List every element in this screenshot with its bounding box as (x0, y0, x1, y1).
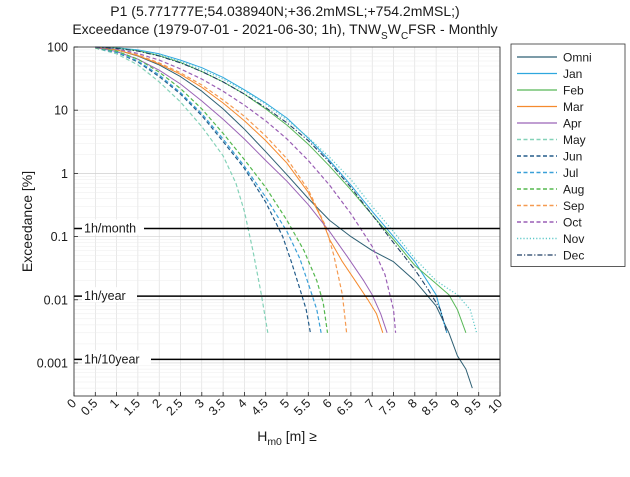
series-line-jun (95, 47, 311, 333)
title-line2-post: FSR - Monthly (408, 21, 497, 37)
x-tick-label: 3 (192, 396, 207, 411)
reference-label-1h-year: 1h/year (84, 289, 126, 303)
x-tick-label: 8 (405, 396, 420, 411)
series-line-jan (95, 46, 448, 333)
title-line2-pre: Exceedance (1979-07-01 - 2021-06-30; 1h)… (72, 21, 381, 37)
y-tick-label: 100 (47, 41, 68, 55)
legend-label-dec: Dec (563, 249, 584, 263)
y-tick-label: 0.1 (51, 230, 68, 244)
x-tick-label: 9 (448, 396, 463, 411)
y-axis-label: Exceedance [%] (19, 171, 35, 272)
x-tick-label: 9.5 (462, 396, 484, 418)
y-tick-label: 10 (54, 104, 68, 118)
reference-lines: 1h/month 1h/year 1h/10year (74, 219, 500, 366)
chart-title: P1 (5.771777E;54.038940N;+36.2mMSL;+754.… (72, 3, 497, 42)
y-tick-label: 1 (61, 167, 68, 181)
series-line-mar (95, 46, 384, 333)
legend-label-feb: Feb (563, 84, 584, 98)
reference-label-1h-month: 1h/month (84, 222, 136, 236)
legend-label-nov: Nov (563, 232, 584, 246)
legend-label-may: May (563, 133, 586, 147)
legend-label-sep: Sep (563, 199, 585, 213)
x-tick-label: 6.5 (334, 396, 356, 418)
reference-label-bg-1h-year (82, 287, 137, 303)
x-tick-label: 3.5 (206, 396, 228, 418)
series-line-apr (95, 47, 388, 333)
x-tick-label: 1 (107, 396, 122, 411)
y-tick-label: 0.001 (37, 356, 68, 370)
x-tick-label: 2.5 (163, 396, 185, 418)
title-subscript-s: S (381, 31, 388, 42)
x-axis-label: Hm0 [m] ≥ (257, 428, 317, 448)
legend-label-omni: Omni (563, 51, 592, 65)
x-label-sub: m0 (267, 436, 282, 448)
chart-title-line2: Exceedance (1979-07-01 - 2021-06-30; 1h)… (72, 21, 497, 42)
x-tick-label: 8.5 (419, 396, 441, 418)
grid (73, 47, 501, 397)
series-line-oct (95, 46, 397, 333)
x-label-rest: [m] ≥ (282, 428, 317, 444)
title-subscript-c: C (401, 31, 408, 42)
x-tick-label: 4 (235, 396, 250, 411)
x-tick-label: 6 (320, 396, 335, 411)
x-tick-label: 7 (363, 396, 378, 411)
legend-label-jul: Jul (563, 166, 578, 180)
x-tick-label: 5.5 (291, 396, 313, 418)
legend: Omni Jan Feb Mar Apr May Jun Jul Aug Sep Oct Nov Dec (510, 43, 626, 267)
x-tick-label: 4.5 (249, 396, 271, 418)
series-line-nov (95, 46, 478, 333)
legend-label-aug: Aug (563, 183, 584, 197)
reference-label-1h-10year: 1h/10year (84, 352, 140, 366)
series-line-sep (95, 46, 348, 333)
legend-box (510, 43, 626, 267)
series-lines (95, 46, 478, 389)
series-line-aug (95, 47, 329, 333)
x-tick-label: 7.5 (376, 396, 398, 418)
reference-label-bg-1h-month (82, 219, 144, 235)
x-tick-label: 2 (150, 396, 165, 411)
reference-label-bg-1h-10year (82, 350, 151, 366)
series-line-jul (95, 47, 322, 333)
chart-title-line1: P1 (5.771777E;54.038940N;+36.2mMSL;+754.… (110, 3, 459, 19)
legend-label-apr: Apr (563, 117, 582, 131)
x-tick-label: 1.5 (121, 396, 143, 418)
x-label-main: H (257, 428, 267, 444)
series-line-dec (95, 46, 448, 333)
series-line-may (95, 47, 269, 333)
legend-label-jun: Jun (563, 150, 582, 164)
legend-label-mar: Mar (563, 100, 584, 114)
series-line-feb (95, 46, 467, 333)
y-tick-label: 0.01 (44, 293, 68, 307)
legend-label-oct: Oct (563, 216, 582, 230)
x-tick-label: 5 (277, 396, 292, 411)
x-tick-label: 0 (64, 396, 79, 411)
x-tick-label: 0.5 (78, 396, 100, 418)
x-tick-label: 10 (485, 396, 505, 416)
title-line2-mid: W (388, 21, 402, 37)
legend-label-jan: Jan (563, 67, 582, 81)
